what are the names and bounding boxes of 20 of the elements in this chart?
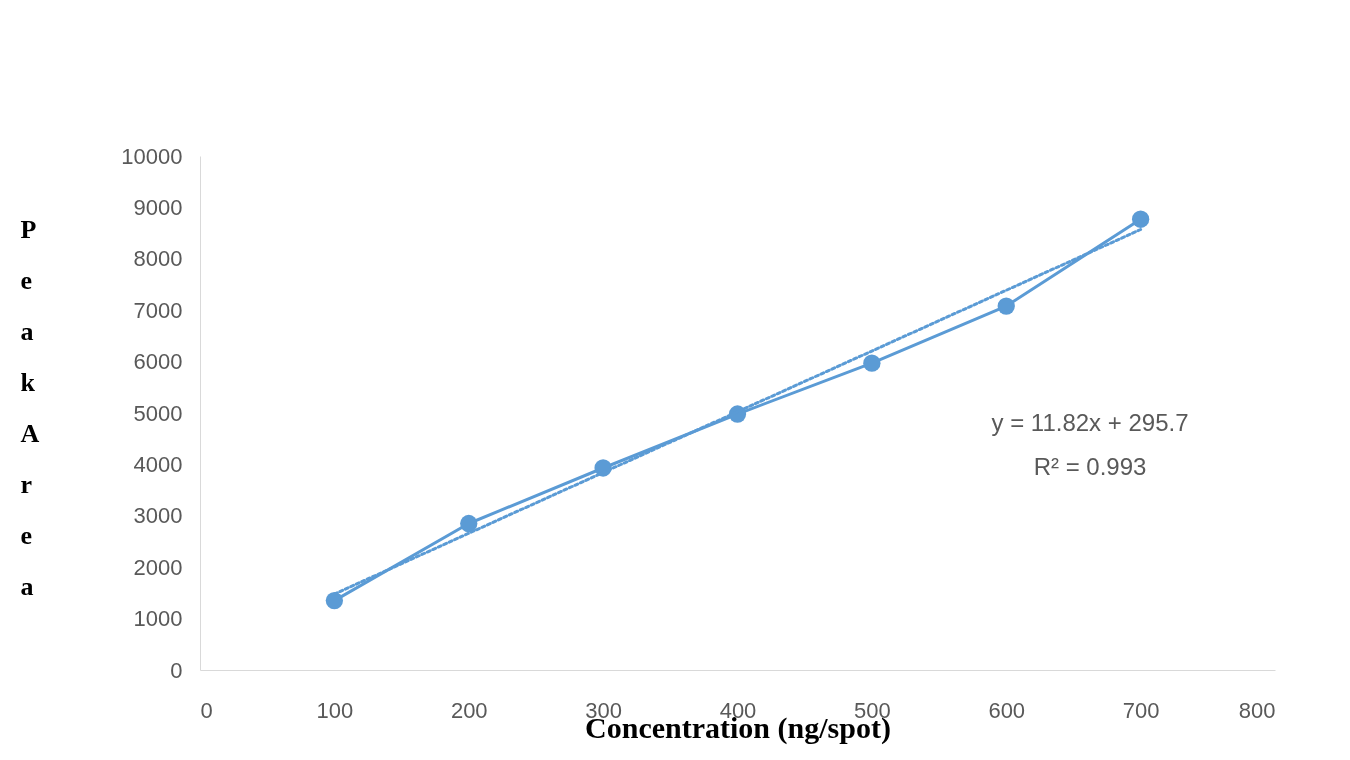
x-tick-label: 0 xyxy=(200,697,213,723)
y-axis-title: Peak Area xyxy=(20,214,40,601)
y-tick-label: 8000 xyxy=(133,246,183,272)
y-tick-label: 7000 xyxy=(133,297,183,323)
annotation: R² = 0.993 xyxy=(1033,453,1147,480)
y-tick-label: 0 xyxy=(170,657,183,683)
x-tick-label: 100 xyxy=(316,697,354,723)
y-tick-label: 4000 xyxy=(133,451,183,477)
x-tick-label: 700 xyxy=(1122,697,1160,723)
x-tick-label: 200 xyxy=(450,697,488,723)
annotation: y = 11.82x + 295.7 xyxy=(991,409,1189,436)
y-tick-label: 5000 xyxy=(133,400,183,426)
x-tick-label: 800 xyxy=(1238,697,1276,723)
y-tick-label: 10000 xyxy=(121,143,183,169)
y-tick-label: 2000 xyxy=(133,554,183,580)
y-tick-label: 6000 xyxy=(133,349,183,375)
x-tick-label: 600 xyxy=(988,697,1026,723)
y-tick-label: 9000 xyxy=(133,194,183,220)
y-tick-label: 3000 xyxy=(133,503,183,529)
y-tick-label: 1000 xyxy=(133,606,183,632)
